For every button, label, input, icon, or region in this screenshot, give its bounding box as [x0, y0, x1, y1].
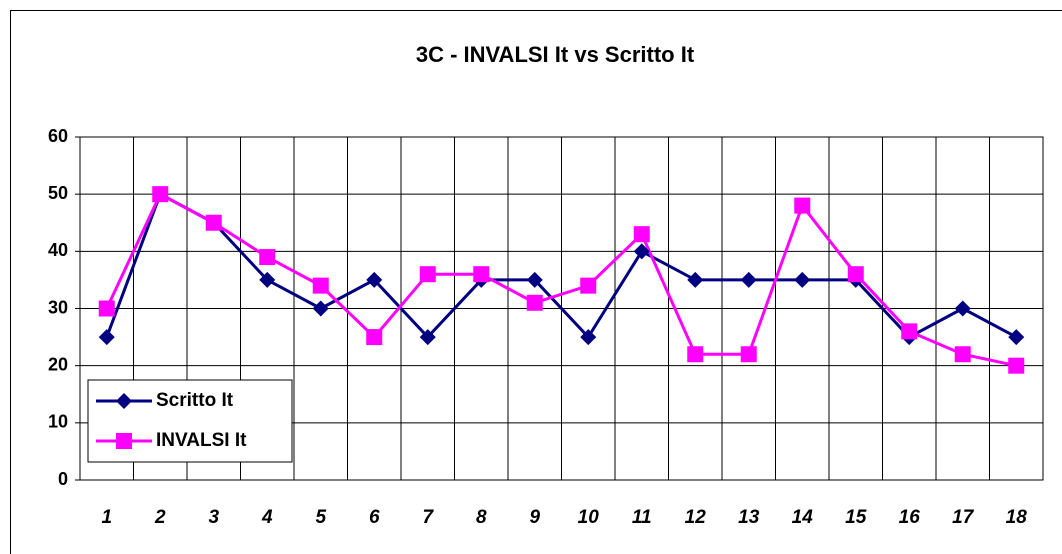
- point: [312, 300, 329, 317]
- x-tick-label: 14: [792, 507, 814, 528]
- x-tick-label: 15: [845, 507, 867, 528]
- y-tick-label: 50: [48, 183, 68, 203]
- x-tick-label: 5: [315, 507, 326, 528]
- point: [580, 329, 597, 346]
- line: [105, 192, 1017, 368]
- x-tick-label: 4: [261, 507, 273, 528]
- point: [152, 186, 169, 203]
- y-tick-label: 60: [48, 126, 68, 146]
- x-tick-label: 16: [899, 507, 921, 528]
- point: [954, 300, 971, 317]
- point: [1008, 329, 1025, 346]
- x-tick-label: 2: [154, 507, 166, 528]
- point: [1008, 357, 1025, 374]
- legend-label: INVALSI It: [156, 430, 247, 451]
- point: [259, 271, 276, 288]
- y-tick-label: 30: [48, 297, 68, 317]
- point: [205, 214, 222, 231]
- point: [473, 266, 490, 283]
- x-tick-label: 18: [1006, 507, 1028, 528]
- point: [740, 346, 757, 363]
- point: [687, 271, 704, 288]
- legend-label: Scritto It: [156, 390, 234, 411]
- point: [794, 271, 811, 288]
- point: [366, 271, 383, 288]
- x-tick-label: 1: [101, 507, 112, 528]
- point: [687, 346, 704, 363]
- point: [98, 329, 115, 346]
- point: [740, 271, 757, 288]
- x-tick-label: 10: [578, 507, 600, 528]
- point: [901, 323, 918, 340]
- point: [259, 249, 276, 266]
- point: [98, 300, 115, 317]
- point: [954, 346, 971, 363]
- x-tick-label: 12: [685, 507, 707, 528]
- point: [419, 266, 436, 283]
- point: [847, 266, 864, 283]
- x-tick-label: 13: [738, 507, 760, 528]
- point: [794, 197, 811, 214]
- point: [312, 277, 329, 294]
- y-tick-label: 40: [48, 240, 68, 260]
- x-tick-label: 7: [422, 507, 434, 528]
- x-tick-label: 11: [632, 507, 652, 528]
- x-tick-label: 9: [529, 507, 540, 528]
- y-tick-label: 20: [48, 354, 68, 374]
- legend-marker: [116, 433, 132, 449]
- x-tick-label: 17: [952, 507, 975, 528]
- point: [633, 243, 650, 260]
- chart-title: 3C - INVALSI It vs Scritto It: [416, 42, 695, 67]
- x-tick-label: 3: [208, 507, 219, 528]
- x-tick-label: 6: [369, 507, 380, 528]
- point: [580, 277, 597, 294]
- point: [633, 226, 650, 243]
- point: [419, 329, 436, 346]
- y-tick-label: 0: [58, 469, 68, 489]
- point: [366, 329, 383, 346]
- line: [105, 192, 1017, 340]
- point: [526, 271, 543, 288]
- point: [526, 294, 543, 311]
- x-tick-label: 8: [476, 507, 487, 528]
- y-tick-label: 10: [48, 412, 68, 432]
- legend-marker: [116, 393, 132, 409]
